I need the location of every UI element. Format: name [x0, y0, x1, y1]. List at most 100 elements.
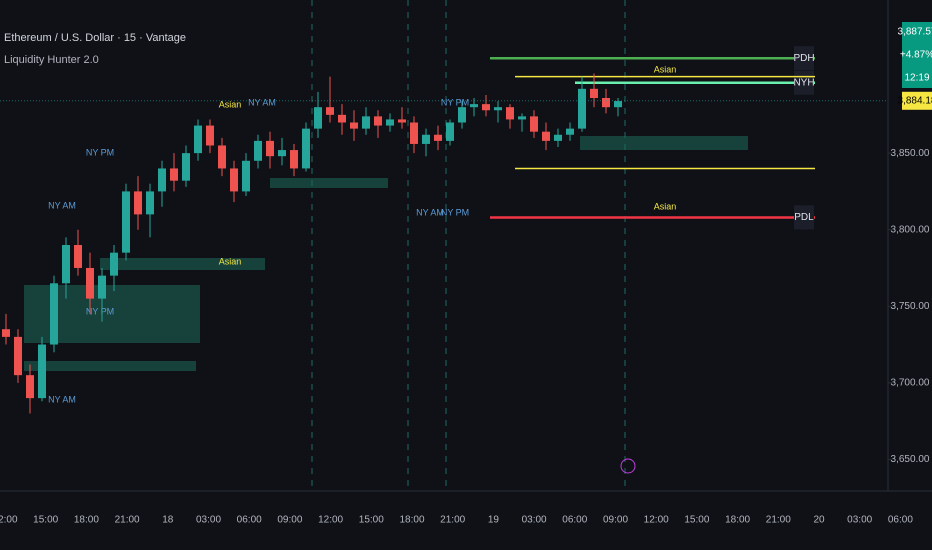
- session-label: NY PM: [86, 306, 114, 316]
- y-tick-label: 3,750.00: [891, 301, 930, 312]
- x-tick-label: 06:00: [237, 515, 262, 526]
- candle-body: [434, 134, 442, 141]
- candle-body: [326, 107, 334, 115]
- candle-body: [494, 107, 502, 111]
- quote-box: [902, 22, 932, 88]
- x-tick-label: 15:00: [684, 515, 709, 526]
- x-tick-label: 09:00: [603, 515, 628, 526]
- candle-body: [266, 140, 274, 157]
- level-label: PDL: [794, 212, 814, 223]
- zone: [270, 178, 388, 188]
- candle-body: [602, 98, 610, 108]
- candle-body: [398, 119, 406, 123]
- candle-body: [134, 191, 142, 215]
- candle-body: [110, 252, 118, 276]
- indicator-title: Liquidity Hunter 2.0: [4, 54, 99, 66]
- session-label: Asian: [219, 256, 242, 266]
- x-tick-label: 03:00: [847, 515, 872, 526]
- x-tick-label: 12:00: [318, 515, 343, 526]
- x-tick-label: 18:00: [399, 515, 424, 526]
- candle-body: [554, 134, 562, 141]
- candle-body: [158, 168, 166, 192]
- session-label: NY PM: [86, 147, 114, 157]
- candle-body: [350, 122, 358, 129]
- x-tick-label: 19: [488, 515, 500, 526]
- session-label: NY AM: [48, 394, 76, 404]
- y-tick-label: 3,650.00: [891, 454, 930, 465]
- x-tick-label: 21:00: [440, 515, 465, 526]
- session-label: NY AM: [248, 97, 276, 107]
- candle-body: [194, 125, 202, 154]
- candle-body: [506, 107, 514, 120]
- session-label: Asian: [219, 99, 242, 109]
- x-tick-label: 09:00: [277, 515, 302, 526]
- y-tick-label: 3,800.00: [891, 224, 930, 235]
- level-label-box: [794, 205, 814, 230]
- quote-price: 3,887.57: [898, 27, 932, 38]
- candle-body: [98, 275, 106, 299]
- candle-body: [386, 119, 394, 126]
- level-label: PDH: [793, 53, 814, 64]
- x-tick-label: 21:00: [115, 515, 140, 526]
- candle-body: [62, 245, 70, 284]
- y-tick-label: 3,700.00: [891, 377, 930, 388]
- level-label-box: [794, 46, 814, 71]
- candle-body: [590, 88, 598, 98]
- x-tick-label: 20: [813, 515, 825, 526]
- candle-body: [50, 283, 58, 345]
- level-label: NYH: [793, 77, 814, 88]
- candle-body: [302, 128, 310, 169]
- zone: [100, 258, 265, 270]
- candle-body: [86, 267, 94, 299]
- x-tick-label: 06:00: [888, 515, 913, 526]
- session-label: NY AM: [416, 207, 444, 217]
- candle-body: [74, 245, 82, 268]
- candle-body: [314, 107, 322, 129]
- candle-body: [422, 134, 430, 144]
- x-tick-label: 15:00: [33, 515, 58, 526]
- candle-body: [530, 116, 538, 132]
- candle-body: [242, 160, 250, 192]
- candle-body: [2, 329, 10, 337]
- quote-change: +4.87%: [900, 50, 932, 61]
- candle-body: [170, 168, 178, 181]
- session-dividers: [311, 0, 626, 491]
- candle-body: [146, 191, 154, 215]
- session-label: Asian: [654, 64, 677, 74]
- candle-body: [290, 150, 298, 169]
- candle-body: [218, 145, 226, 169]
- x-tick-label: 15:00: [359, 515, 384, 526]
- last-price-label: 3,884.18: [898, 95, 932, 106]
- session-label: NY PM: [441, 97, 469, 107]
- candle-body: [566, 128, 574, 135]
- candle-body: [362, 116, 370, 129]
- symbol-title: Ethereum / U.S. Dollar · 15 · Vantage: [4, 32, 186, 44]
- x-tick-label: 12:00: [0, 515, 18, 526]
- quote-countdown: 12:19: [904, 73, 929, 84]
- candle-body: [458, 107, 466, 123]
- candle-body: [278, 150, 286, 157]
- candle-body: [14, 336, 22, 376]
- candle-body: [230, 168, 238, 192]
- candle-body: [374, 116, 382, 126]
- x-tick-label: 03:00: [522, 515, 547, 526]
- session-label: Asian: [654, 201, 677, 211]
- candle-body: [206, 125, 214, 146]
- last-price-box: [902, 91, 932, 110]
- zone: [24, 361, 196, 371]
- candle-body: [182, 153, 190, 181]
- zone: [580, 136, 748, 150]
- candle-body: [542, 131, 550, 141]
- candle-body: [446, 122, 454, 141]
- x-tick-label: 12:00: [644, 515, 669, 526]
- x-tick-label: 18: [162, 515, 174, 526]
- x-tick-label: 18:00: [725, 515, 750, 526]
- candle-body: [614, 101, 622, 108]
- candle-body: [410, 122, 418, 144]
- candle-body: [122, 191, 130, 253]
- candle-body: [578, 88, 586, 129]
- candle-body: [470, 104, 478, 108]
- candle-body: [338, 114, 346, 123]
